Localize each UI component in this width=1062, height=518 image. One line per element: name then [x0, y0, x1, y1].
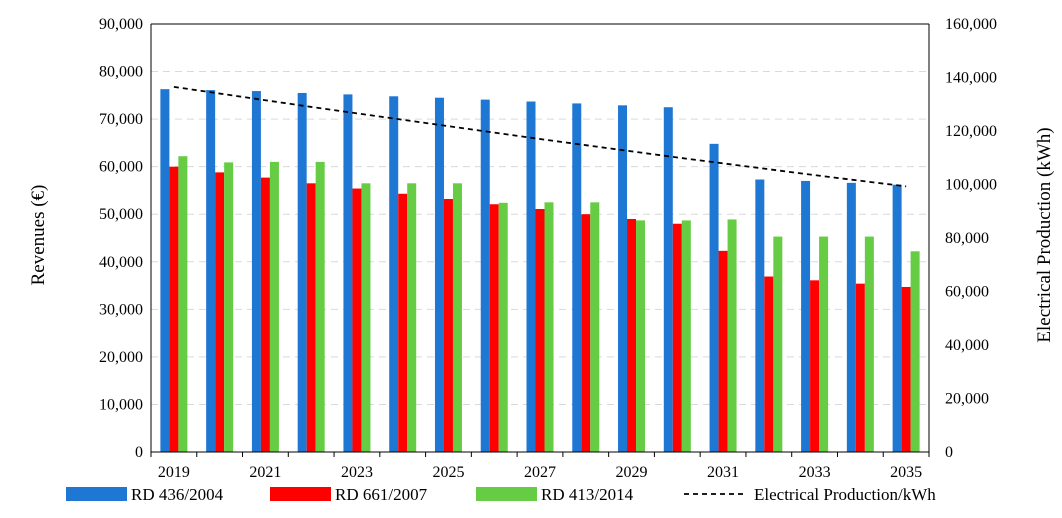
- x-tick-label: 2021: [249, 464, 281, 481]
- bar: [498, 202, 508, 452]
- bar: [672, 223, 682, 452]
- legend-label: RD 436/2004: [131, 485, 224, 504]
- x-tick-label: 2019: [158, 464, 190, 481]
- y-tick-label: 70,000: [99, 111, 143, 128]
- y2-tick-label: 60,000: [945, 284, 989, 301]
- y-tick-label: 10,000: [99, 396, 143, 413]
- y2-tick-label: 140,000: [945, 70, 997, 87]
- production-line: [173, 85, 907, 188]
- y2-tick-label: 20,000: [945, 391, 989, 408]
- bar: [581, 214, 591, 452]
- bar: [572, 103, 582, 452]
- y2-tick-label: 0: [945, 444, 953, 461]
- bar: [846, 182, 856, 452]
- legend-swatch: [66, 487, 127, 501]
- tick-labels: 0 10,000 20,000 30,000 40,000 50,000 60,000 70,…: [99, 16, 997, 481]
- y-tick-label: 0: [135, 444, 143, 461]
- y2-tick-label: 80,000: [945, 230, 989, 247]
- bar: [718, 250, 728, 452]
- y2-tick-label: 100,000: [945, 177, 997, 194]
- bar: [251, 91, 261, 452]
- bar: [407, 183, 417, 453]
- bar: [910, 251, 920, 452]
- bar: [434, 97, 444, 452]
- y2-tick-label: 120,000: [945, 123, 997, 140]
- bar: [590, 202, 600, 452]
- y-axis-title: Revenues (€): [28, 185, 49, 286]
- bar: [864, 236, 874, 452]
- bar: [169, 166, 179, 452]
- y-tick-label: 20,000: [99, 349, 143, 366]
- x-tick-label: 2035: [890, 464, 922, 481]
- y-tick-label: 90,000: [99, 16, 143, 33]
- bar: [709, 143, 719, 452]
- bar: [443, 199, 453, 452]
- legend: RD 436/2004 RD 661/2007 RD 413/2014 Electri…: [66, 485, 936, 504]
- y2-tick-label: 160,000: [945, 16, 997, 33]
- x-tick-label: 2031: [707, 464, 739, 481]
- y-tick-label: 40,000: [99, 254, 143, 271]
- axes: [150, 23, 930, 457]
- bar: [636, 220, 646, 452]
- bar: [727, 219, 737, 452]
- x-tick-label: 2029: [616, 464, 648, 481]
- bar: [352, 188, 362, 452]
- bar: [801, 180, 811, 452]
- bars: [160, 89, 920, 453]
- legend-label: RD 413/2014: [541, 485, 634, 504]
- bar: [627, 218, 637, 452]
- bar: [764, 276, 774, 452]
- bar: [206, 90, 216, 452]
- bar: [681, 220, 691, 452]
- bar: [618, 105, 628, 452]
- legend-label: RD 661/2007: [335, 485, 428, 504]
- x-tick-label: 2033: [799, 464, 831, 481]
- y-tick-label: 80,000: [99, 64, 143, 81]
- bar: [810, 280, 820, 452]
- bar: [892, 184, 902, 452]
- bar: [160, 89, 170, 452]
- bar: [901, 286, 911, 452]
- legend-label: Electrical Production/kWh: [754, 485, 936, 504]
- legend-swatch: [270, 487, 331, 501]
- y-tick-label: 30,000: [99, 301, 143, 318]
- x-tick-label: 2025: [432, 464, 464, 481]
- bar: [855, 283, 865, 452]
- bar: [526, 101, 536, 452]
- bar: [535, 208, 545, 452]
- bar: [178, 156, 188, 452]
- production-line-path: [173, 85, 907, 188]
- bar: [819, 236, 829, 452]
- bar: [224, 162, 234, 453]
- bar: [773, 236, 783, 452]
- y2-tick-label: 40,000: [945, 337, 989, 354]
- bar: [269, 161, 279, 452]
- bar: [215, 172, 225, 452]
- y-tick-label: 50,000: [99, 206, 143, 223]
- x-tick-label: 2023: [341, 464, 373, 481]
- bar: [755, 179, 765, 453]
- bar: [306, 183, 316, 453]
- bar: [260, 177, 270, 453]
- bar: [452, 183, 462, 453]
- bar: [343, 94, 353, 452]
- legend-swatch: [476, 487, 537, 501]
- bar: [398, 193, 408, 453]
- bar: [480, 99, 490, 452]
- bar: [315, 161, 325, 452]
- x-tick-label: 2027: [524, 464, 556, 481]
- bar: [544, 202, 554, 452]
- bar: [663, 107, 673, 452]
- y-tick-label: 60,000: [99, 159, 143, 176]
- bar: [489, 204, 499, 452]
- bar: [361, 183, 371, 453]
- bar: [389, 96, 399, 452]
- bar: [297, 92, 307, 452]
- y2-axis-title: Electrical Production (kWh): [1034, 127, 1055, 342]
